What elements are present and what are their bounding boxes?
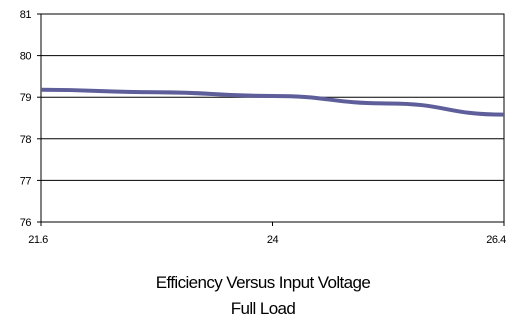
y-tick-label: 78 — [20, 134, 32, 146]
series-line — [40, 87, 505, 117]
y-tick-label: 81 — [20, 9, 32, 21]
y-tick-label: 77 — [20, 175, 32, 187]
chart-subtitle: Full Load — [231, 299, 296, 318]
plot-frame — [40, 13, 505, 223]
x-tick-label: 26.4 — [486, 234, 506, 246]
x-tick-label: 24 — [267, 234, 279, 246]
grid-lines — [41, 55, 504, 181]
x-axis-ticks: 21.6 24 26.4 — [28, 222, 507, 246]
plot-border — [40, 13, 505, 223]
x-tick-label: 21.6 — [28, 234, 48, 246]
series-layer — [40, 87, 505, 117]
chart-title: Efficiency Versus Input Voltage — [156, 273, 371, 292]
y-tick-label: 80 — [20, 51, 32, 63]
y-tick-label: 76 — [20, 217, 32, 229]
y-tick-label: 79 — [20, 92, 32, 104]
y-axis-ticks: 76 77 78 79 80 81 — [20, 9, 41, 229]
